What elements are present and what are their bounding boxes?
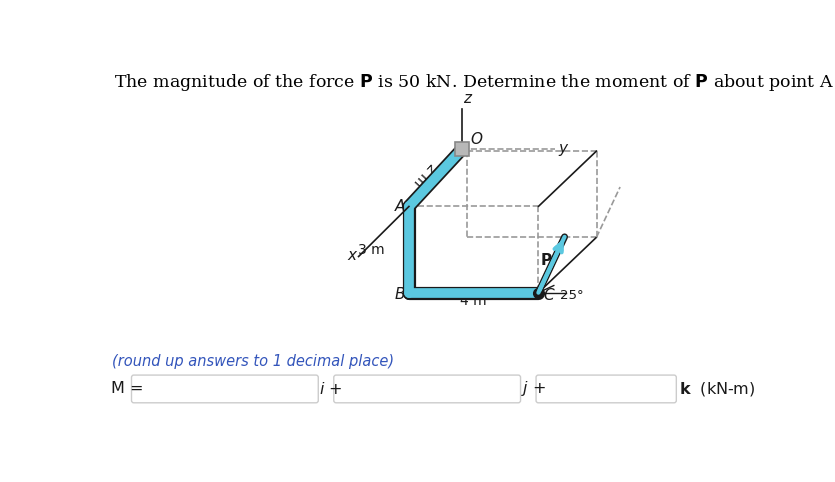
Text: The magnitude of the force $\mathbf{P}$ is 50 kN. Determine the moment of $\math: The magnitude of the force $\mathbf{P}$ … (114, 72, 834, 93)
FancyBboxPatch shape (334, 375, 520, 403)
FancyBboxPatch shape (131, 375, 318, 403)
Text: 3 m: 3 m (357, 242, 384, 256)
Text: 2 m: 2 m (411, 160, 439, 188)
Text: 25°: 25° (560, 289, 584, 302)
Text: M =: M = (110, 381, 143, 396)
Text: O: O (470, 132, 482, 147)
Text: z: z (463, 91, 471, 106)
Text: $\mathit{j}$ +: $\mathit{j}$ + (521, 379, 546, 399)
Text: 4 m: 4 m (460, 294, 487, 308)
Text: x: x (347, 248, 357, 263)
Text: B: B (395, 287, 406, 302)
Text: P: P (540, 253, 551, 268)
FancyBboxPatch shape (536, 375, 676, 403)
Text: A: A (395, 199, 405, 214)
Text: $\mathit{i}$ +: $\mathit{i}$ + (319, 381, 342, 397)
FancyBboxPatch shape (455, 142, 469, 156)
Text: (round up answers to 1 decimal place): (round up answers to 1 decimal place) (112, 354, 394, 369)
Text: C: C (543, 288, 554, 303)
Text: y: y (559, 141, 568, 156)
Text: $\mathbf{k}$  (kN-m): $\mathbf{k}$ (kN-m) (679, 380, 755, 398)
